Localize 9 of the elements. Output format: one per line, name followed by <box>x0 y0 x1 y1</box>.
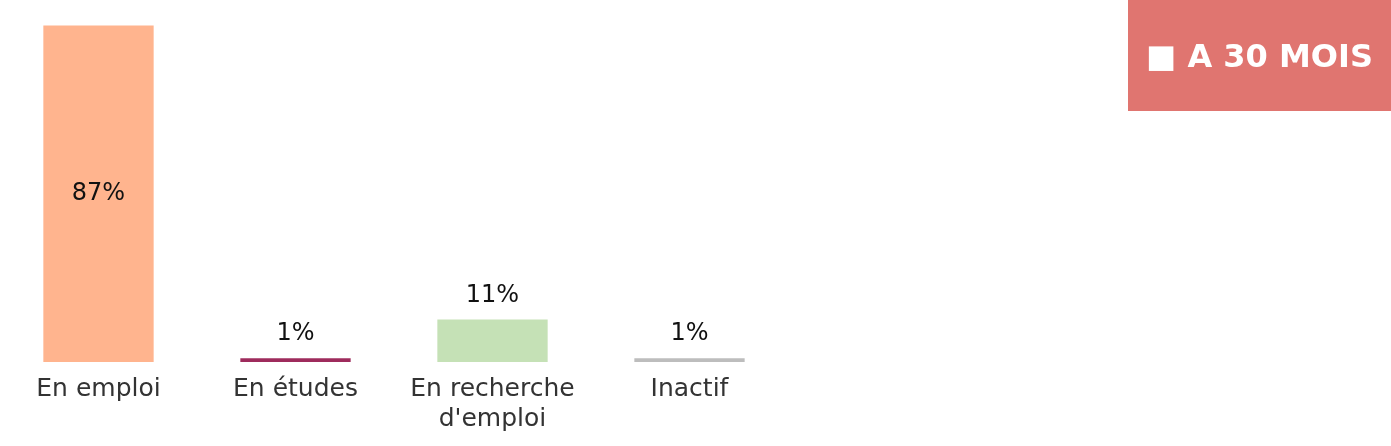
x-tick-label: En emploi <box>36 372 161 402</box>
data-label: 1% <box>670 318 709 347</box>
data-label: 1% <box>276 318 315 347</box>
data-label: 87% <box>71 178 126 207</box>
x-tick-label: En études <box>233 372 358 402</box>
x-tick-label: En recherche d'emploi <box>410 372 575 432</box>
x-tick-label: Inactif <box>650 372 730 402</box>
text: ■ A 30 MOIS <box>1128 0 1391 111</box>
data-label: 11% <box>465 279 520 308</box>
